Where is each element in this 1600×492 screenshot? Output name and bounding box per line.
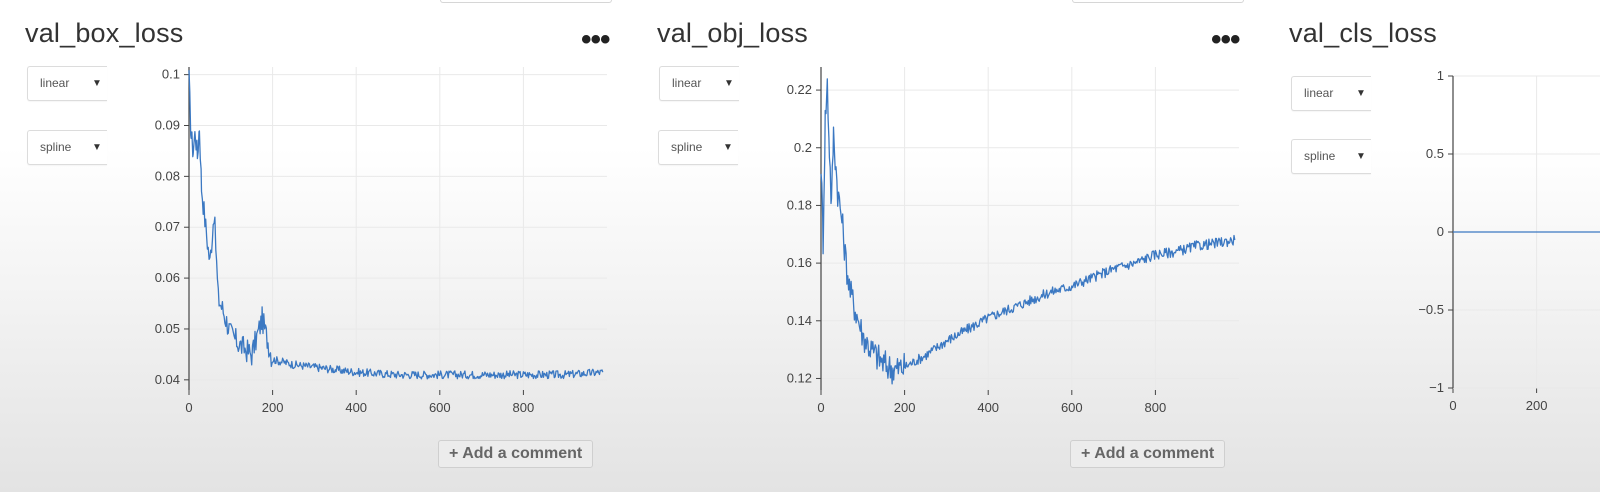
chevron-down-icon: ▼ — [1356, 88, 1366, 99]
y-tick-label: −1 — [1429, 380, 1444, 395]
panel-title: val_obj_loss — [657, 18, 808, 48]
y-tick-label: 0.1 — [162, 67, 180, 82]
scale-select[interactable]: linear ▼ — [1291, 76, 1371, 111]
x-tick-label: 400 — [345, 400, 367, 415]
smoothing-select-value: spline — [40, 140, 72, 154]
x-tick-label: 800 — [513, 400, 535, 415]
chart-panel-val-cls-loss: val_cls_loss linear ▼ spline ▼ — [1289, 0, 1600, 492]
y-tick-label: 0.16 — [787, 255, 812, 270]
x-tick-label: 0 — [185, 400, 192, 415]
y-tick-label: 0.08 — [155, 168, 180, 183]
y-tick-label: 0.06 — [155, 270, 180, 285]
x-tick-label: 800 — [1145, 400, 1167, 415]
scale-select-value: linear — [1304, 86, 1334, 100]
y-tick-label: 0.07 — [155, 219, 180, 234]
panel-title: val_cls_loss — [1289, 18, 1437, 48]
y-tick-label: 0.04 — [155, 372, 180, 387]
y-tick-label: 0.5 — [1426, 146, 1444, 161]
x-tick-label: 400 — [977, 400, 999, 415]
plot-val_cls_loss: 0 200 −1 −0.5 0 0.5 1 — [1418, 68, 1600, 413]
chart-panel-val-obj-loss: val_obj_loss ••• linear ▼ spline ▼ + Add… — [657, 0, 1247, 492]
y-tick-label: 0.14 — [787, 313, 812, 328]
y-tick-label: 0.12 — [787, 370, 812, 385]
chevron-down-icon: ▼ — [1356, 151, 1366, 162]
panel-top-edge — [440, 0, 612, 3]
y-tick-label: 0.09 — [155, 117, 180, 132]
smoothing-select[interactable]: spline ▼ — [658, 130, 738, 165]
y-tick-label: 0.2 — [794, 140, 812, 155]
x-tick-label: 200 — [894, 400, 916, 415]
y-tick-label: 0.18 — [787, 197, 812, 212]
x-tick-label: 0 — [1449, 398, 1456, 413]
scale-select-value: linear — [672, 76, 702, 90]
smoothing-select-value: spline — [671, 140, 703, 154]
panel-title: val_box_loss — [25, 18, 184, 48]
more-dots-icon[interactable]: ••• — [581, 23, 610, 56]
x-tick-label: 200 — [262, 400, 284, 415]
x-tick-label: 600 — [1061, 400, 1083, 415]
series-line — [188, 70, 604, 380]
panel-top-edge — [1072, 0, 1244, 3]
scale-select[interactable]: linear ▼ — [659, 66, 739, 101]
scale-select[interactable]: linear ▼ — [27, 66, 107, 101]
chevron-down-icon: ▼ — [92, 78, 102, 89]
add-comment-button[interactable]: + Add a comment — [438, 440, 594, 468]
plot-val_obj_loss: 0 200 400 600 800 0.12 0.14 0.16 0.18 0.2 0.22 — [787, 67, 1239, 415]
smoothing-select[interactable]: spline ▼ — [27, 130, 107, 165]
y-tick-label: 0.05 — [155, 321, 180, 336]
smoothing-select-value: spline — [1304, 149, 1336, 163]
chevron-down-icon: ▼ — [723, 142, 733, 153]
x-tick-label: 0 — [817, 400, 824, 415]
y-tick-label: 0 — [1437, 224, 1444, 239]
x-tick-label: 200 — [1526, 398, 1548, 413]
add-comment-button[interactable]: + Add a comment — [1070, 440, 1226, 468]
x-tick-label: 600 — [429, 400, 451, 415]
y-tick-label: −0.5 — [1418, 302, 1444, 317]
chevron-down-icon: ▼ — [92, 142, 102, 153]
plot-val_box_loss: 0 200 400 600 800 0.04 0.05 0.06 0.07 0.08 0.09 0.1 — [155, 67, 607, 415]
y-tick-label: 0.22 — [787, 82, 812, 97]
more-dots-icon[interactable]: ••• — [1211, 23, 1240, 56]
chart-panel-val-box-loss: val_box_loss ••• linear ▼ spline ▼ + Add… — [25, 0, 615, 492]
smoothing-select[interactable]: spline ▼ — [1291, 139, 1371, 174]
chevron-down-icon: ▼ — [724, 78, 734, 89]
scale-select-value: linear — [40, 76, 70, 90]
series-line — [820, 78, 1236, 385]
y-tick-label: 1 — [1437, 68, 1444, 83]
